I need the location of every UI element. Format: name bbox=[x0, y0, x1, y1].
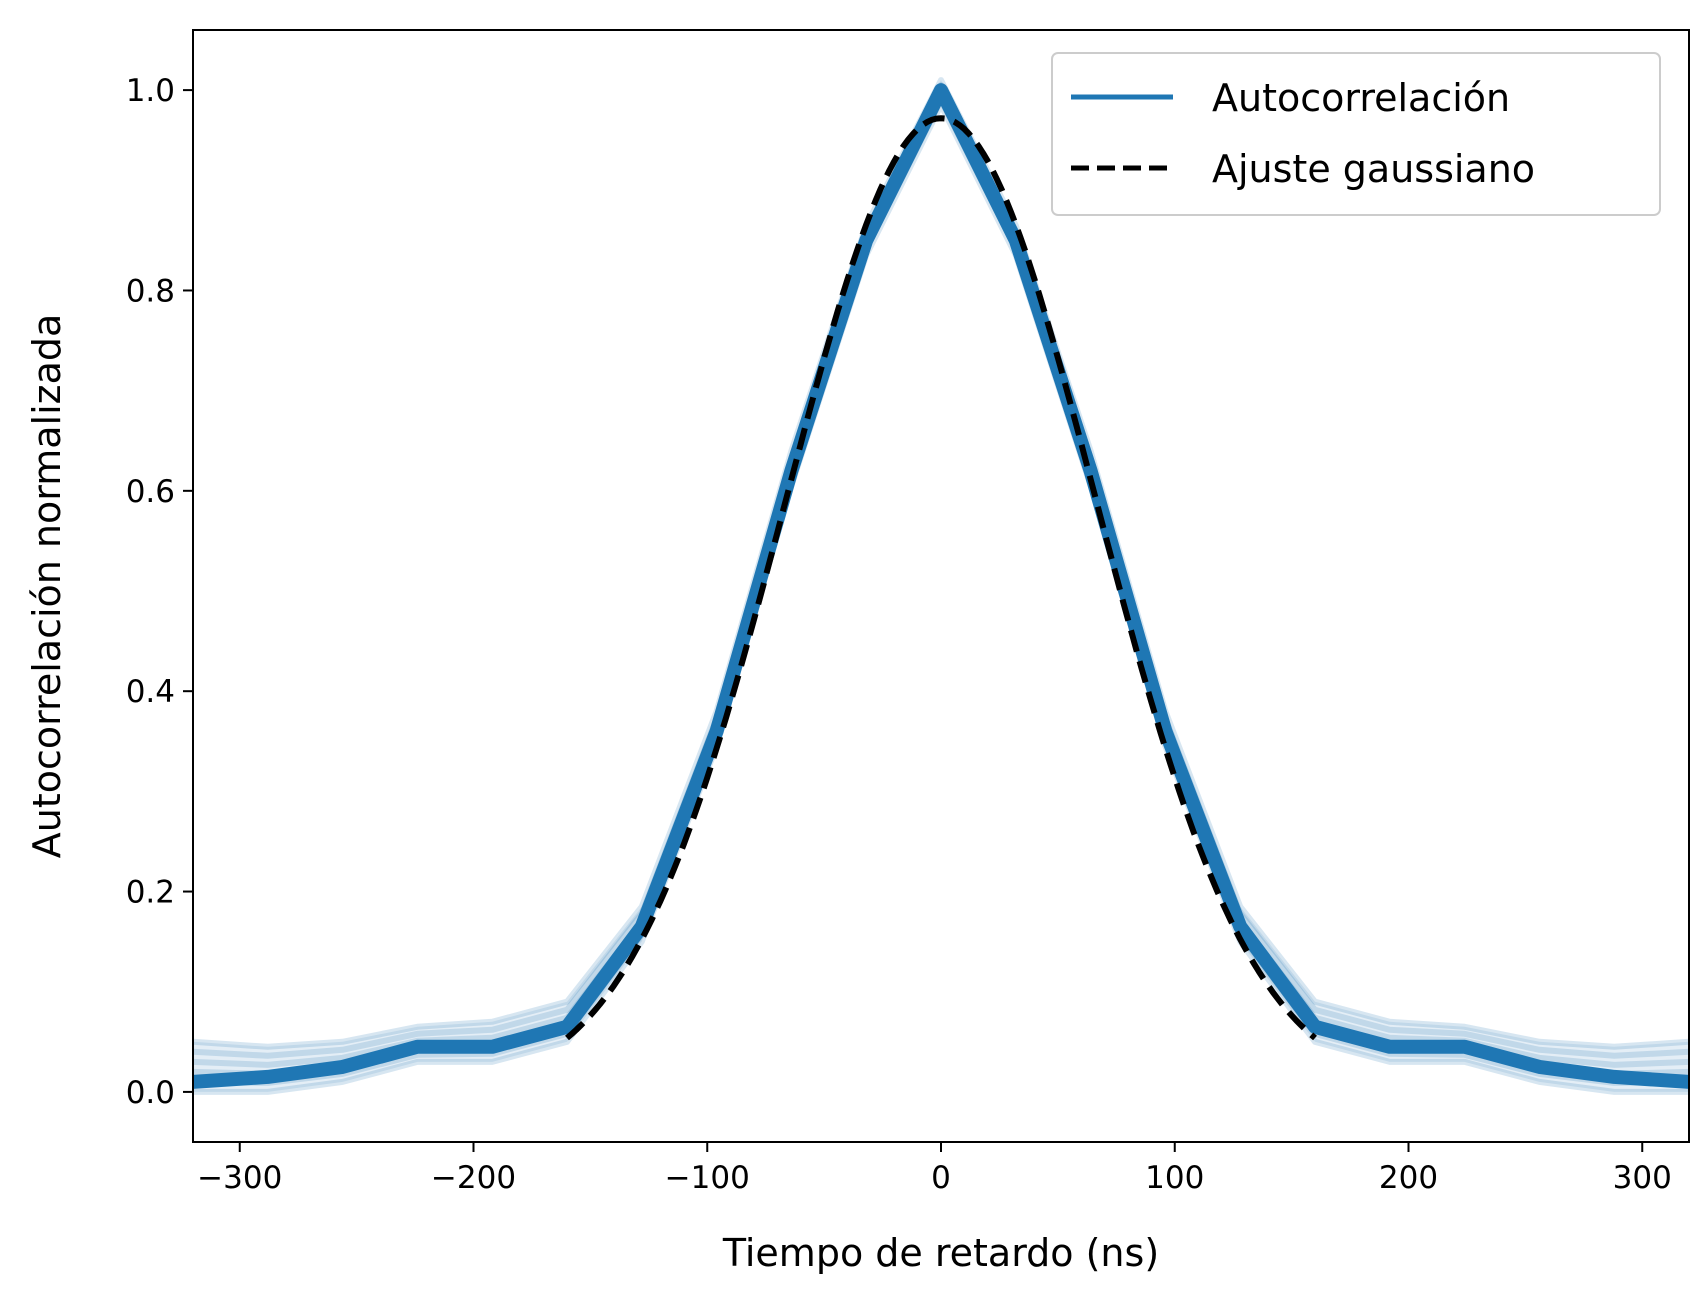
x-axis-label: Tiempo de retardo (ns) bbox=[722, 1231, 1159, 1275]
legend-autocorrelacion-label: Autocorrelación bbox=[1212, 76, 1510, 120]
x-tick-label: 300 bbox=[1613, 1160, 1672, 1196]
y-tick-label: 0.6 bbox=[126, 474, 175, 510]
y-tick-label: 0.0 bbox=[126, 1075, 175, 1111]
y-tick-label: 1.0 bbox=[126, 73, 175, 109]
y-axis-ticks: 0.0 0.2 0.4 0.6 0.8 1.0 bbox=[126, 73, 193, 1111]
gaussian-fit-line bbox=[565, 115, 1317, 1041]
x-tick-label: 0 bbox=[931, 1160, 951, 1196]
y-tick-label: 0.4 bbox=[126, 674, 175, 710]
x-tick-label: −100 bbox=[665, 1160, 750, 1196]
y-tick-label: 0.2 bbox=[126, 875, 175, 911]
x-tick-label: −300 bbox=[197, 1160, 282, 1196]
y-tick-label: 0.8 bbox=[126, 273, 175, 309]
x-tick-label: 200 bbox=[1379, 1160, 1438, 1196]
x-axis-ticks: −300 −200 −100 0 100 200 300 bbox=[197, 1142, 1672, 1196]
y-axis-label: Autocorrelación normalizada bbox=[25, 314, 69, 859]
legend-box bbox=[1051, 52, 1661, 216]
legend: Autocorrelación Ajuste gaussiano bbox=[1051, 52, 1661, 216]
series-lines bbox=[193, 83, 1689, 1089]
plot-area bbox=[193, 77, 1689, 1095]
autocorrelation-line bbox=[193, 83, 1689, 1089]
x-tick-label: −200 bbox=[431, 1160, 516, 1196]
legend-ajuste-label: Ajuste gaussiano bbox=[1212, 147, 1535, 191]
x-tick-label: 100 bbox=[1145, 1160, 1204, 1196]
autocorrelation-trace bbox=[193, 77, 1689, 1050]
